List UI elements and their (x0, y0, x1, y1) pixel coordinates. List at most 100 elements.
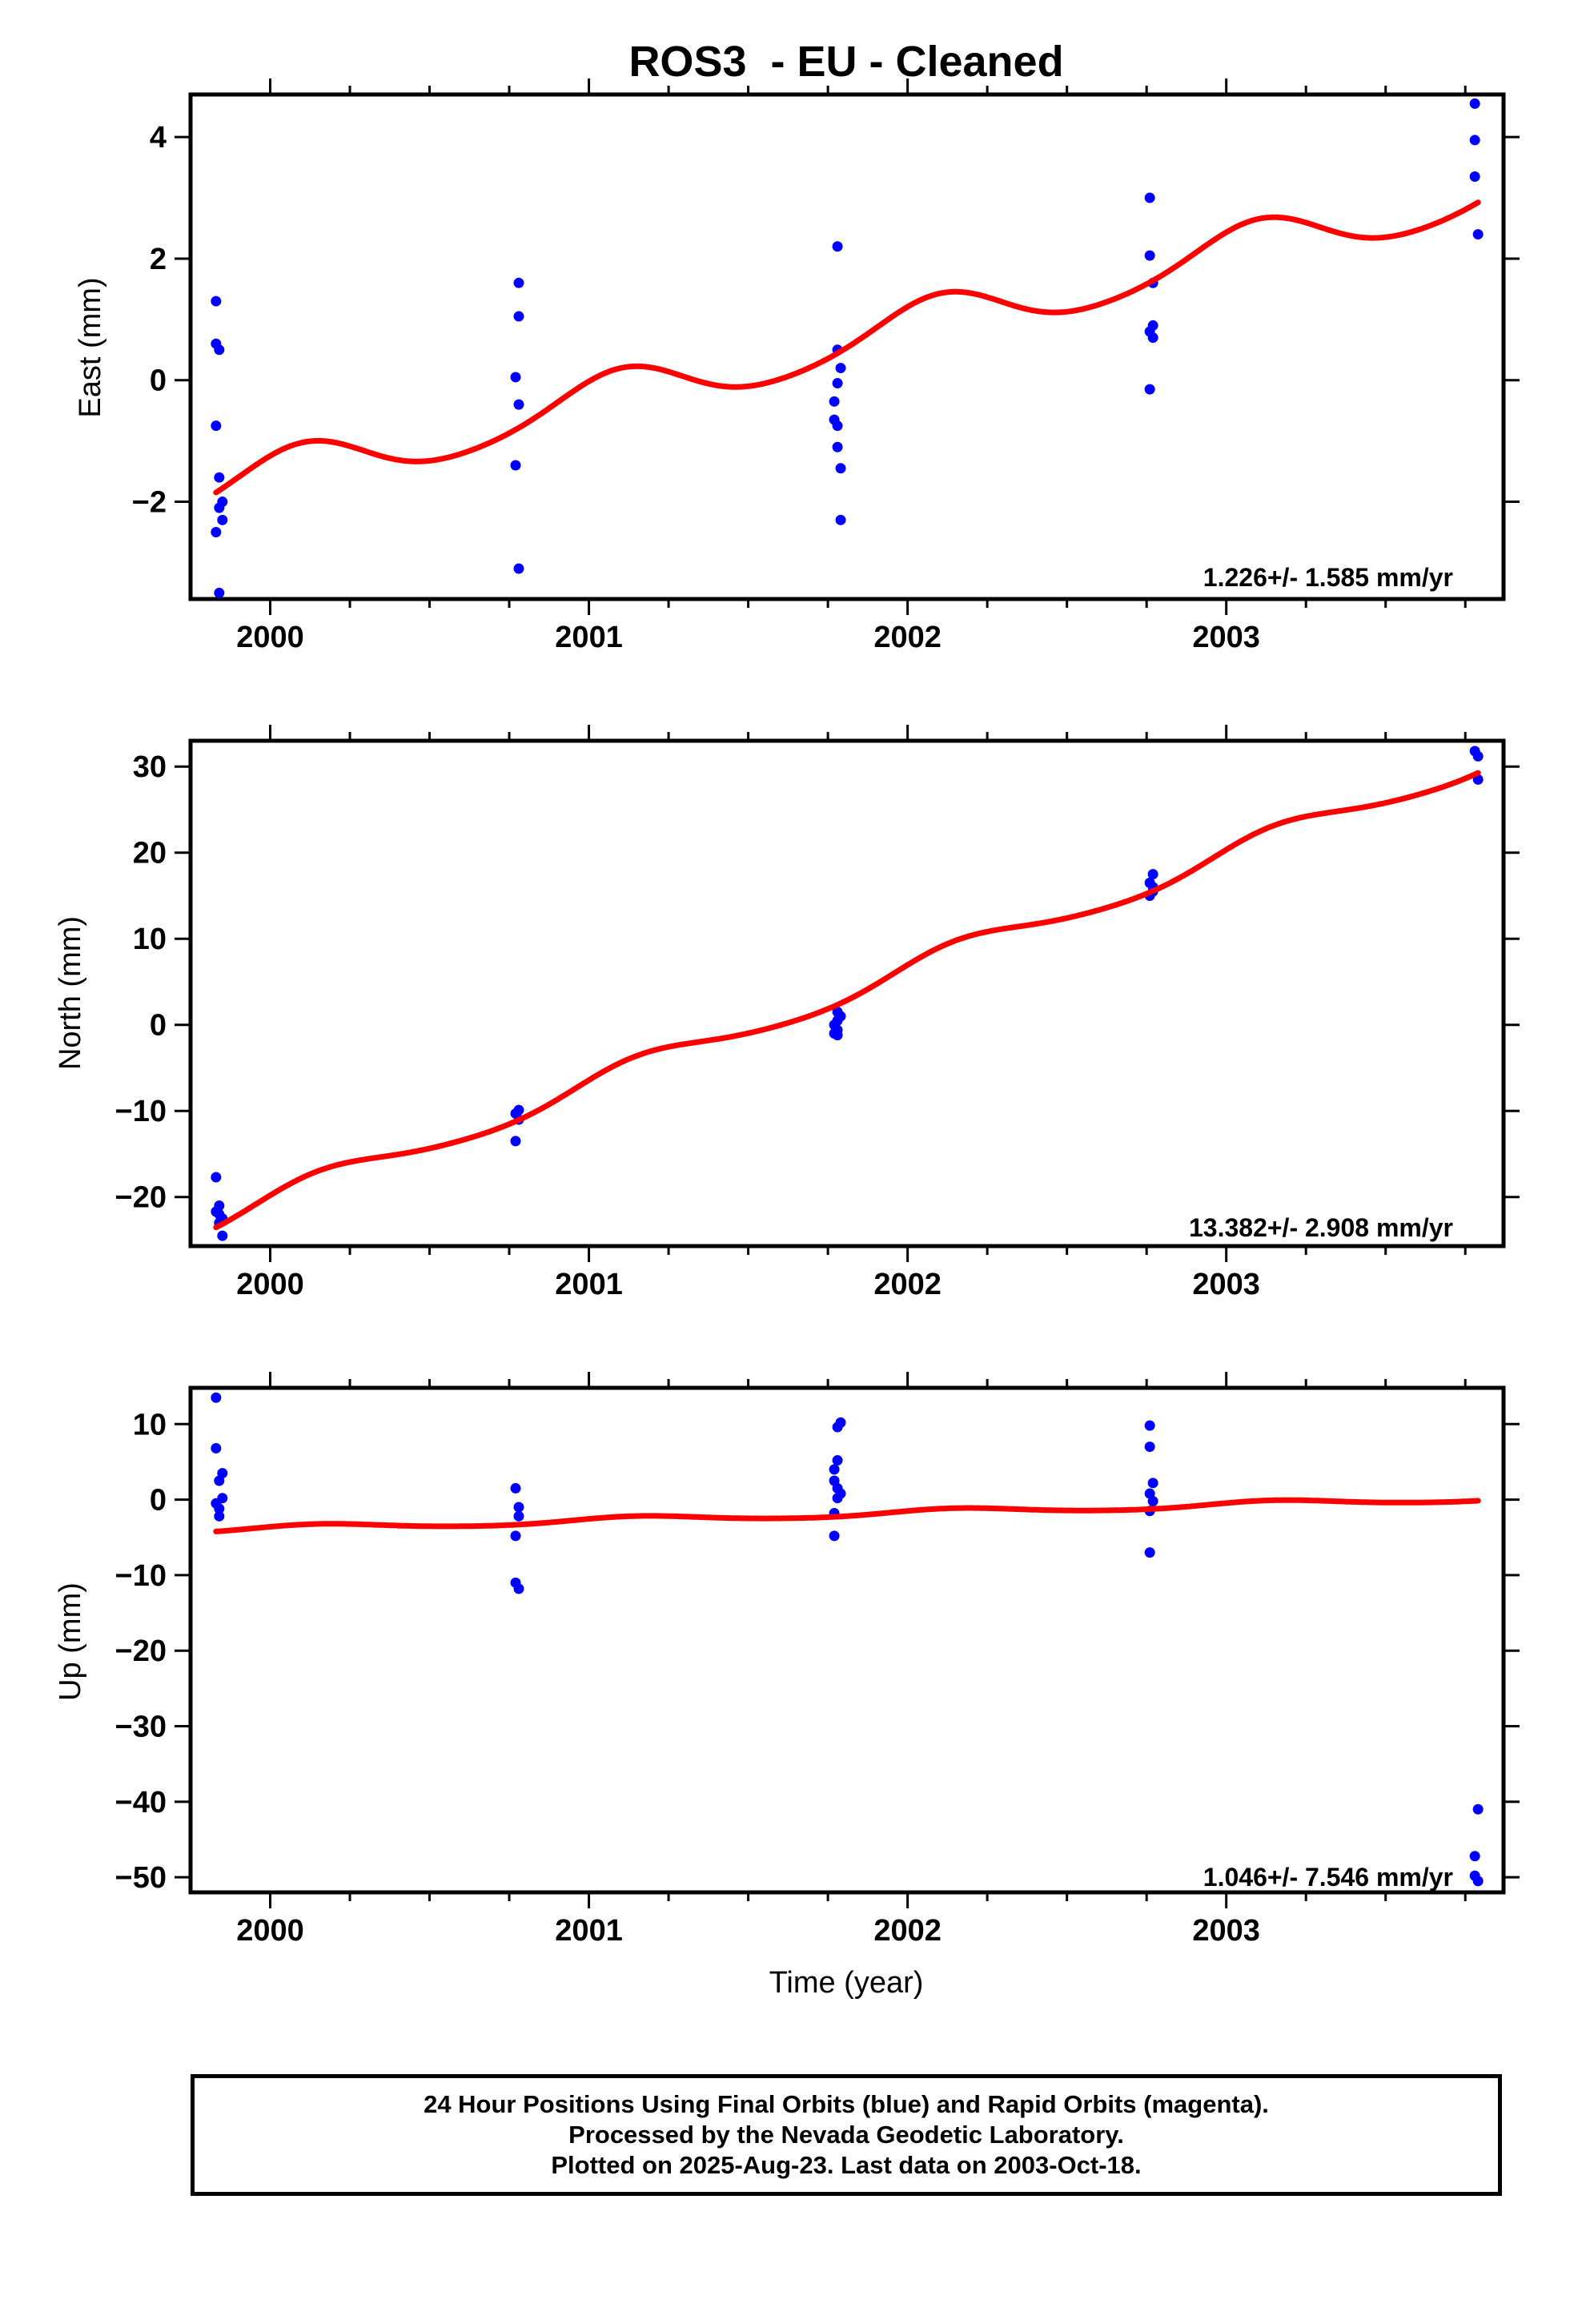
east-data-point (513, 311, 524, 322)
north-panel: North (mm) 13.382+/- 2.908 mm/yr 2000 200… (54, 725, 1520, 1301)
up-data-point (510, 1530, 521, 1542)
up-y-tick-label: −40 (115, 1786, 167, 1819)
north-x-tick-label: 2001 (555, 1268, 623, 1301)
east-panel: East (mm) 1.226+/- 1.585 mm/yr 2000 2001 2… (74, 78, 1520, 654)
east-x-tick-label: 2002 (873, 621, 942, 654)
east-data-point (1144, 384, 1155, 395)
north-data-point (1147, 869, 1158, 880)
east-data-point (214, 502, 225, 513)
north-model-line (213, 770, 1481, 1231)
up-x-tick-label: 2000 (236, 1914, 304, 1948)
up-model-line (213, 1497, 1481, 1534)
east-data-point (211, 420, 222, 432)
east-y-tick-label: 0 (150, 364, 167, 398)
up-axis-label: Up (mm) (54, 1582, 87, 1701)
east-data-point (214, 344, 225, 356)
north-data-point (510, 1136, 521, 1147)
up-data-point (832, 1455, 843, 1466)
up-data-point (1147, 1478, 1158, 1489)
footer-line-3: Plotted on 2025-Aug-23. Last data on 200… (551, 2151, 1142, 2179)
east-rate-label: 1.226+/- 1.585 mm/yr (1203, 563, 1453, 592)
up-panel: Up (mm) 1.046+/- 7.546 mm/yr Time (year)… (54, 1372, 1520, 2000)
up-y-tick-label: 10 (133, 1408, 167, 1441)
up-data-point (832, 1421, 843, 1433)
east-data-point (1147, 332, 1158, 344)
up-y-tick-label: −30 (115, 1711, 167, 1744)
up-rate-label: 1.046+/- 7.546 mm/yr (1203, 1863, 1453, 1892)
east-data-point (1469, 98, 1480, 109)
up-x-tick-label: 2003 (1192, 1914, 1260, 1948)
east-data-point (211, 296, 222, 307)
up-data-point (513, 1510, 524, 1522)
chart-title: ROS3 - EU - Cleaned (628, 38, 1063, 86)
east-y-tick-label: 2 (150, 243, 167, 276)
footer-line-2: Processed by the Nevada Geodetic Laborat… (568, 2121, 1124, 2149)
up-data-point (214, 1475, 225, 1486)
north-data-point (832, 1030, 843, 1041)
east-x-tick-label: 2001 (555, 621, 623, 654)
north-axis-label: North (mm) (54, 916, 87, 1070)
east-data-point (1144, 250, 1155, 261)
east-data-point (513, 399, 524, 410)
east-data-point (832, 378, 843, 389)
east-data-point (513, 563, 524, 574)
up-data-point (1469, 1851, 1480, 1862)
east-y-tick-label: 4 (150, 121, 167, 155)
east-model-line (213, 199, 1481, 496)
x-axis-title: Time (year) (769, 1966, 924, 2000)
east-data-point (1469, 171, 1480, 182)
up-plot-frame (188, 1385, 1506, 1895)
north-y-tick-label: 10 (133, 923, 167, 956)
up-data-point (211, 1442, 222, 1454)
east-data-point (832, 241, 843, 252)
north-y-tick-label: 30 (133, 750, 167, 784)
up-data-point (513, 1502, 524, 1513)
north-data-point (1472, 750, 1484, 762)
north-x-tick-label: 2003 (1192, 1268, 1260, 1301)
east-data-point (214, 472, 225, 483)
east-data-point (217, 514, 228, 525)
north-data-point (211, 1172, 222, 1183)
north-y-tick-label: 0 (150, 1009, 167, 1043)
up-data-point (513, 1583, 524, 1594)
north-y-tick-label: −10 (115, 1095, 167, 1128)
east-data-point (211, 527, 222, 538)
up-data-point (829, 1530, 840, 1542)
east-data-point (832, 441, 843, 452)
up-data-point (214, 1510, 225, 1522)
up-x-tick-label: 2001 (555, 1914, 623, 1948)
east-data-point (513, 277, 524, 288)
up-data-point (1144, 1547, 1155, 1558)
up-y-tick-label: −10 (115, 1559, 167, 1593)
north-y-tick-label: −20 (115, 1181, 167, 1215)
east-data-point (835, 363, 846, 374)
east-data-point (214, 587, 225, 598)
footer-box: 24 Hour Positions Using Final Orbits (bl… (191, 2074, 1502, 2196)
north-data-point (217, 1230, 228, 1241)
up-data-point (829, 1464, 840, 1475)
up-y-tick-label: 0 (150, 1484, 167, 1518)
east-plot-frame (188, 92, 1506, 601)
east-data-point (835, 463, 846, 474)
east-data-point (1469, 135, 1480, 146)
up-data-point (832, 1493, 843, 1504)
east-data-point (832, 420, 843, 432)
up-data-point (510, 1482, 521, 1494)
east-data-point (1144, 192, 1155, 203)
east-data-point (510, 372, 521, 383)
up-y-tick-label: −20 (115, 1634, 167, 1668)
east-data-point (829, 396, 840, 407)
footer-line-1: 24 Hour Positions Using Final Orbits (bl… (424, 2090, 1269, 2118)
east-x-tick-label: 2000 (236, 621, 304, 654)
up-data-point (1147, 1495, 1158, 1506)
north-plot-frame (188, 738, 1506, 1248)
up-data-point (1472, 1803, 1484, 1815)
east-x-tick-label: 2003 (1192, 621, 1260, 654)
up-data-point (1472, 1876, 1484, 1887)
north-rate-label: 13.382+/- 2.908 mm/yr (1189, 1213, 1453, 1242)
north-x-tick-label: 2002 (873, 1268, 942, 1301)
north-y-tick-label: 20 (133, 837, 167, 870)
east-data-point (835, 514, 846, 525)
up-data-point (1144, 1420, 1155, 1431)
